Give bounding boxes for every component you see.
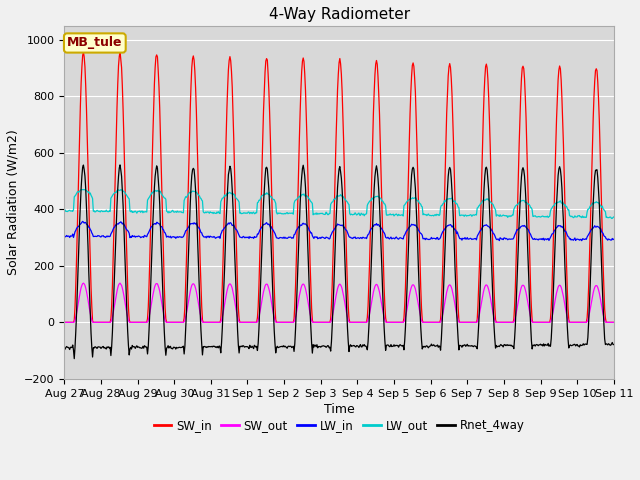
LW_out [607, 216, 615, 221]
Rnet_4way [61, 347, 68, 353]
SW_out [561, 298, 568, 304]
LW_in [561, 227, 568, 233]
Rnet_4way [332, 219, 340, 225]
Line: SW_out: SW_out [65, 283, 614, 323]
LW_in [439, 228, 447, 234]
LW_in [385, 235, 392, 241]
SW_in [61, 320, 68, 325]
Rnet_4way [440, 284, 447, 290]
Rnet_4way [610, 342, 618, 348]
SW_in [182, 282, 189, 288]
LW_out [205, 210, 213, 216]
LW_out [385, 212, 392, 218]
Rnet_4way [561, 264, 569, 270]
SW_out [205, 320, 213, 325]
LW_in [610, 236, 618, 242]
SW_out [385, 320, 392, 325]
Line: LW_out: LW_out [65, 190, 614, 218]
LW_in [332, 225, 339, 231]
LW_in [61, 235, 68, 240]
LW_in [79, 218, 86, 224]
Title: 4-Way Radiometer: 4-Way Radiometer [269, 7, 410, 22]
SW_out [439, 311, 447, 316]
SW_in [610, 320, 618, 325]
Rnet_4way [70, 356, 78, 361]
Line: Rnet_4way: Rnet_4way [65, 165, 614, 359]
LW_out [77, 187, 85, 192]
Text: MB_tule: MB_tule [67, 36, 123, 49]
LW_out [610, 214, 618, 220]
LW_in [182, 228, 189, 234]
LW_in [578, 238, 586, 243]
Line: LW_in: LW_in [65, 221, 614, 240]
LW_out [182, 194, 189, 200]
SW_in [385, 320, 392, 325]
SW_in [561, 173, 568, 179]
LW_out [332, 196, 339, 202]
LW_out [61, 207, 68, 213]
SW_in [332, 167, 339, 173]
Rnet_4way [206, 344, 214, 349]
Rnet_4way [116, 162, 124, 168]
SW_out [182, 314, 189, 320]
SW_out [116, 280, 124, 286]
Legend: SW_in, SW_out, LW_in, LW_out, Rnet_4way: SW_in, SW_out, LW_in, LW_out, Rnet_4way [149, 414, 529, 436]
SW_out [332, 298, 339, 303]
SW_out [610, 320, 618, 325]
Rnet_4way [182, 309, 190, 315]
SW_in [116, 49, 124, 55]
SW_in [205, 320, 213, 325]
LW_out [439, 201, 447, 206]
SW_out [61, 320, 68, 325]
SW_in [439, 259, 447, 265]
Rnet_4way [385, 344, 393, 349]
Y-axis label: Solar Radiation (W/m2): Solar Radiation (W/m2) [7, 130, 20, 275]
X-axis label: Time: Time [324, 403, 355, 416]
LW_in [205, 235, 213, 240]
LW_out [561, 202, 568, 208]
Line: SW_in: SW_in [65, 52, 614, 323]
